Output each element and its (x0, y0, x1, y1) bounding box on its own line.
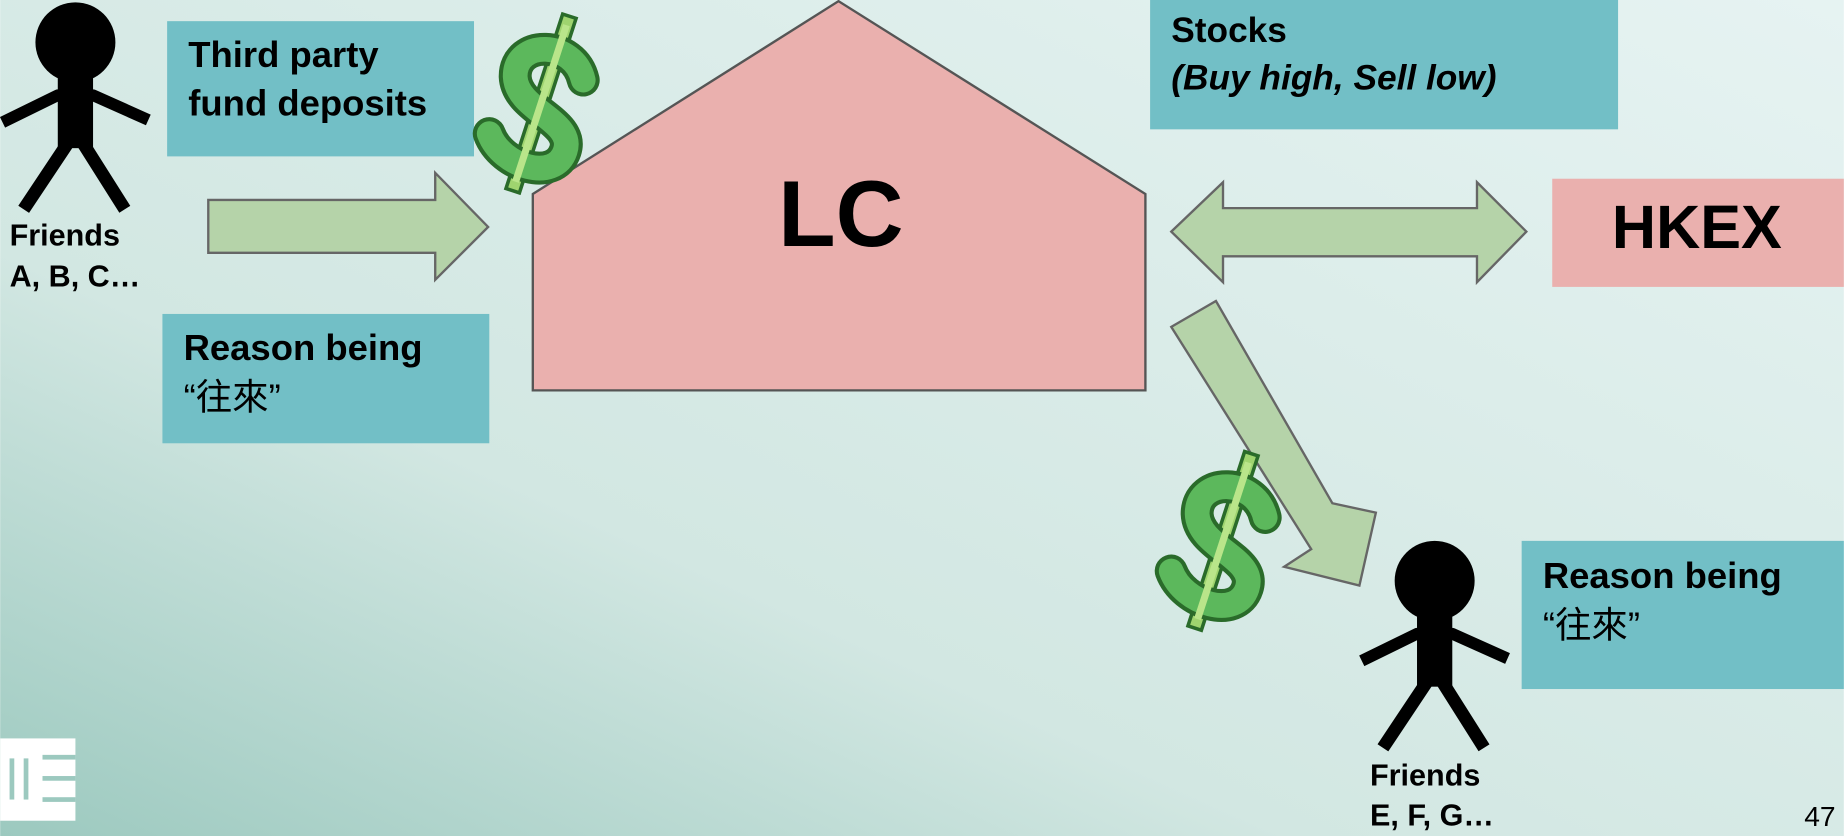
hkex-label: HKEX (1612, 193, 1782, 261)
lc-label: LC (778, 161, 903, 266)
deposit-box (167, 21, 475, 157)
stocks-line: (Buy high, Sell low) (1171, 58, 1496, 97)
reason-left-line: Reason being (184, 327, 423, 368)
deposit-line: fund deposits (188, 82, 427, 123)
logo (0, 738, 76, 821)
friends-right-line: Friends (1370, 758, 1480, 792)
friends-right-line: E, F, G… (1370, 798, 1494, 832)
arrow-diagonal (1169, 299, 1378, 587)
hkex-box (1552, 178, 1844, 287)
reason-right-box (1521, 540, 1844, 690)
stocks-box (1150, 0, 1619, 130)
arrow-right (207, 169, 490, 283)
reason-right-line: Reason being (1543, 555, 1782, 596)
lc-house (531, 0, 1147, 392)
reason-right-line: “往來” (1543, 605, 1640, 646)
reason-left-box (162, 313, 490, 444)
deposit-line: Third party (188, 34, 379, 75)
page-number: 47 (1804, 800, 1835, 832)
reason-left-line: “往來” (184, 376, 281, 417)
stocks-line: Stocks (1171, 11, 1287, 50)
friends-left-line: Friends (10, 219, 120, 253)
arrow-double (1169, 179, 1529, 286)
friends-left-line: A, B, C… (10, 260, 141, 294)
